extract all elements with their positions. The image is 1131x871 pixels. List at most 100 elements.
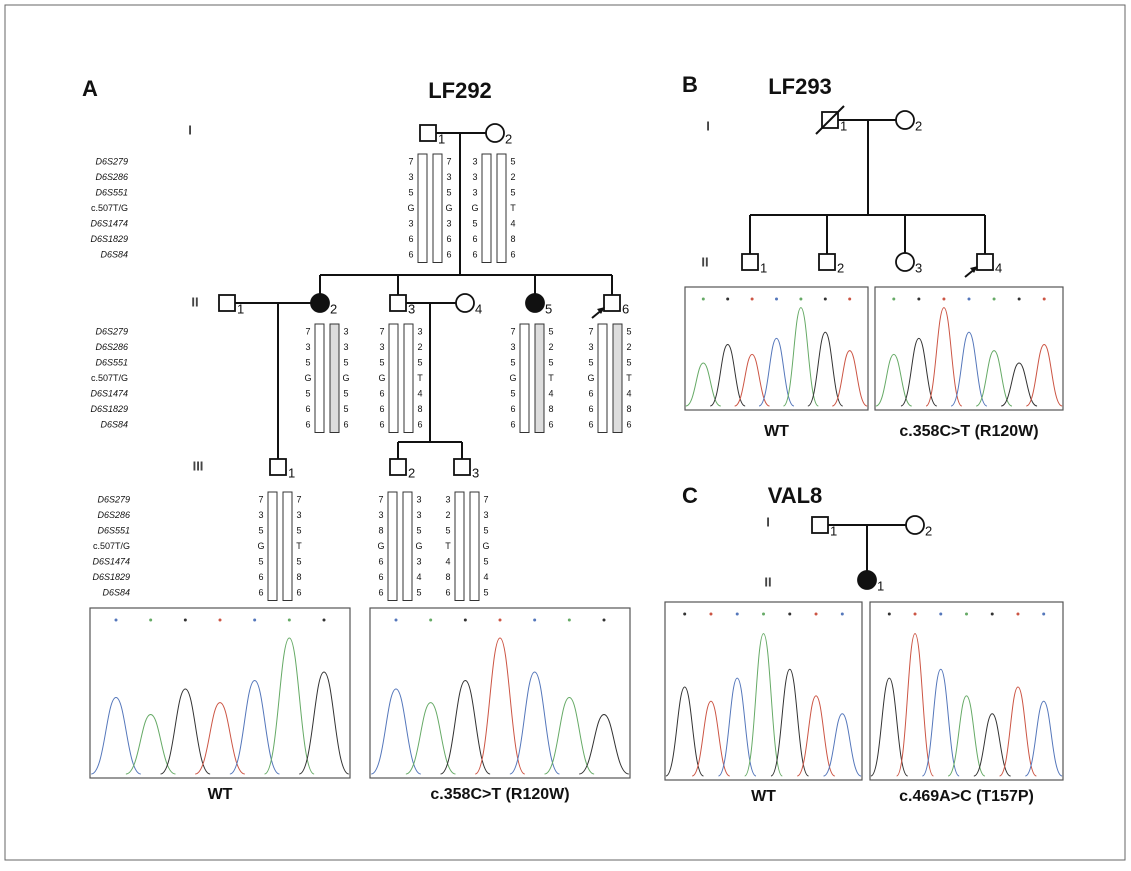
haplotype-allele: G: [407, 203, 414, 213]
base-call-dot: [991, 613, 994, 616]
haplotype-allele: 2: [510, 172, 515, 182]
haplotype-allele: 4: [417, 388, 422, 398]
chromatogram-frame: [870, 602, 1063, 780]
haplotype-allele: 5: [379, 357, 384, 367]
haplotype-allele: 3: [379, 342, 384, 352]
haplotype-allele: 5: [626, 357, 631, 367]
individual-number: 1: [438, 131, 445, 146]
base-call-dot: [968, 298, 971, 301]
haplotype-allele: 4: [548, 388, 553, 398]
haplotype-allele: 3: [446, 172, 451, 182]
marker-name: D6S1474: [92, 556, 130, 566]
haplotype-bar: [520, 324, 529, 433]
haplotype-allele: 8: [417, 404, 422, 414]
base-call-dot: [942, 298, 945, 301]
haplotype-allele: T: [296, 541, 302, 551]
chromatogram-caption: c.358C>T (R120W): [899, 423, 1038, 440]
haplotype-allele: 6: [588, 404, 593, 414]
base-call-dot: [762, 613, 765, 616]
haplotype-allele: 7: [258, 494, 263, 504]
haplotype-allele: 5: [416, 525, 421, 535]
haplotype-allele: 5: [483, 556, 488, 566]
base-call-dot: [939, 613, 942, 616]
haplotype-allele: 8: [445, 572, 450, 582]
haplotype-allele: 5: [510, 388, 515, 398]
base-call-dot: [1043, 298, 1046, 301]
haplotype-allele: 2: [445, 510, 450, 520]
haplotype-allele: 3: [588, 342, 593, 352]
haplotype-allele: 6: [417, 419, 422, 429]
individual-number: 1: [288, 465, 295, 480]
chromatogram-frame: [90, 608, 350, 778]
haplotype-allele: 3: [446, 218, 451, 228]
individual-number: 4: [475, 301, 482, 316]
haplotype-allele: 5: [548, 326, 553, 336]
haplotype-allele: 2: [417, 342, 422, 352]
marker-name: D6S279: [95, 156, 128, 166]
haplotype-allele: 3: [343, 342, 348, 352]
haplotype-allele: 5: [408, 187, 413, 197]
haplotype-allele: 7: [378, 494, 383, 504]
marker-name: D6S279: [95, 326, 128, 336]
male-symbol: [420, 125, 436, 141]
base-call-dot: [1042, 613, 1045, 616]
haplotype-allele: G: [509, 373, 516, 383]
female-symbol: [311, 294, 329, 312]
individual-number: 3: [408, 301, 415, 316]
haplotype-allele: G: [342, 373, 349, 383]
haplotype-bar: [470, 492, 479, 601]
base-call-dot: [736, 613, 739, 616]
marker-name: D6S1829: [90, 404, 128, 414]
base-call-dot: [683, 613, 686, 616]
generation-label: II: [764, 574, 771, 589]
haplotype-bar: [403, 492, 412, 601]
chromatogram-caption: WT: [764, 423, 789, 440]
haplotype-bar: [330, 324, 339, 433]
haplotype-allele: 5: [417, 357, 422, 367]
haplotype-allele: 6: [510, 404, 515, 414]
haplotype-allele: T: [626, 373, 632, 383]
individual-number: 2: [408, 465, 415, 480]
haplotype-allele: 3: [416, 510, 421, 520]
individual-number: 6: [622, 301, 629, 316]
base-call-dot: [288, 619, 291, 622]
haplotype-allele: G: [482, 541, 489, 551]
individual-number: 4: [995, 260, 1002, 275]
individual-number: 5: [545, 301, 552, 316]
male-symbol: [390, 459, 406, 475]
base-call-dot: [726, 298, 729, 301]
haplotype-bar: [482, 154, 491, 263]
female-symbol: [896, 253, 914, 271]
marker-name: D6S286: [95, 172, 128, 182]
marker-name: D6S84: [100, 419, 128, 429]
haplotype-allele: 6: [343, 419, 348, 429]
base-call-dot: [914, 613, 917, 616]
haplotype-allele: 6: [379, 419, 384, 429]
haplotype-allele: 6: [258, 587, 263, 597]
base-call-dot: [1016, 613, 1019, 616]
base-call-dot: [993, 298, 996, 301]
base-call-dot: [533, 619, 536, 622]
haplotype-allele: 4: [626, 388, 631, 398]
base-call-dot: [568, 619, 571, 622]
base-call-dot: [115, 619, 118, 622]
chromatogram-caption: c.469A>C (T157P): [899, 788, 1034, 805]
haplotype-bar: [283, 492, 292, 601]
haplotype-bar: [388, 492, 397, 601]
haplotype-allele: T: [510, 203, 516, 213]
haplotype-allele: 6: [378, 572, 383, 582]
haplotype-allele: 6: [446, 234, 451, 244]
haplotype-allele: 7: [588, 326, 593, 336]
haplotype-allele: 5: [510, 357, 515, 367]
panel-label: B: [682, 72, 698, 97]
chromatogram-caption: WT: [751, 788, 776, 805]
haplotype-allele: 5: [296, 556, 301, 566]
haplotype-allele: G: [445, 203, 452, 213]
base-call-dot: [323, 619, 326, 622]
haplotype-allele: T: [445, 541, 451, 551]
base-call-dot: [917, 298, 920, 301]
haplotype-allele: 8: [548, 404, 553, 414]
individual-number: 3: [472, 465, 479, 480]
haplotype-allele: G: [378, 373, 385, 383]
haplotype-allele: 3: [472, 156, 477, 166]
